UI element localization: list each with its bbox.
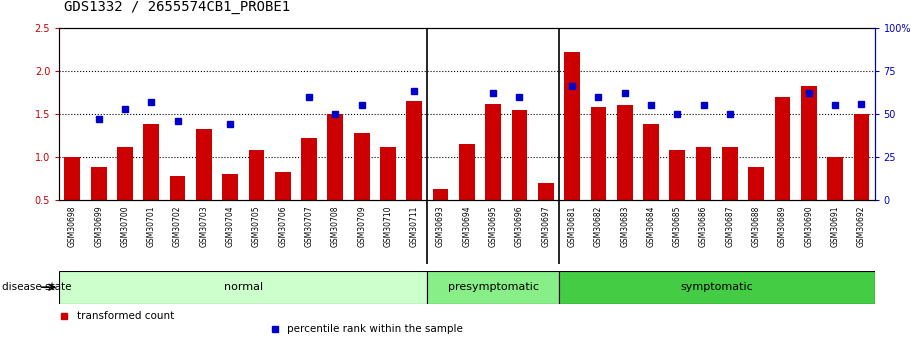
Text: percentile rank within the sample: percentile rank within the sample [287,324,463,334]
Bar [433,189,448,200]
Text: GSM30691: GSM30691 [831,205,840,247]
Text: GSM30698: GSM30698 [67,205,77,247]
Text: GSM30690: GSM30690 [804,205,814,247]
Text: GSM30704: GSM30704 [226,205,235,247]
Bar [559,271,875,304]
Bar [353,133,370,200]
Bar [774,97,791,200]
Text: GSM30686: GSM30686 [699,205,708,247]
Text: GSM30701: GSM30701 [147,205,156,247]
Bar [827,157,843,200]
Text: GSM30702: GSM30702 [173,205,182,247]
Text: GSM30685: GSM30685 [673,205,681,247]
Bar [59,271,427,304]
Bar [302,138,317,200]
Text: presymptomatic: presymptomatic [447,282,538,292]
Text: normal: normal [224,282,263,292]
Text: transformed count: transformed count [77,312,174,321]
Bar [748,167,764,200]
Bar [854,114,869,200]
Bar [459,144,475,200]
Bar [196,129,211,200]
Bar [696,147,711,200]
Bar [427,271,559,304]
Text: GSM30681: GSM30681 [568,205,577,247]
Text: GSM30696: GSM30696 [515,205,524,247]
Bar [222,174,238,200]
Text: GSM30707: GSM30707 [304,205,313,247]
Bar [91,167,107,200]
Text: GSM30708: GSM30708 [331,205,340,247]
Text: GSM30709: GSM30709 [357,205,366,247]
Text: GSM30689: GSM30689 [778,205,787,247]
Bar [486,104,501,200]
Bar [617,105,632,200]
Text: GSM30703: GSM30703 [200,205,209,247]
Text: GSM30700: GSM30700 [120,205,129,247]
Bar [590,107,607,200]
Text: GSM30711: GSM30711 [410,205,419,247]
Bar [143,124,159,200]
Bar [564,52,580,200]
Bar [65,157,80,200]
Text: GDS1332 / 2655574CB1_PROBE1: GDS1332 / 2655574CB1_PROBE1 [64,0,290,14]
Text: GSM30682: GSM30682 [594,205,603,247]
Bar [275,171,291,200]
Text: GSM30692: GSM30692 [857,205,866,247]
Bar [249,150,264,200]
Bar [327,114,343,200]
Text: GSM30705: GSM30705 [252,205,261,247]
Bar [801,86,816,200]
Text: symptomatic: symptomatic [681,282,753,292]
Bar [380,147,396,200]
Text: GSM30693: GSM30693 [436,205,445,247]
Bar [537,183,554,200]
Bar [643,124,659,200]
Text: GSM30697: GSM30697 [541,205,550,247]
Bar [118,147,133,200]
Bar [406,101,422,200]
Bar [512,110,527,200]
Text: GSM30710: GSM30710 [384,205,393,247]
Text: disease state: disease state [2,282,71,292]
Bar [670,150,685,200]
Text: GSM30699: GSM30699 [94,205,103,247]
Text: GSM30687: GSM30687 [725,205,734,247]
Text: GSM30706: GSM30706 [278,205,287,247]
Bar [169,176,186,200]
Text: GSM30688: GSM30688 [752,205,761,247]
Text: GSM30695: GSM30695 [488,205,497,247]
Text: GSM30684: GSM30684 [647,205,656,247]
Text: GSM30694: GSM30694 [463,205,471,247]
Bar [722,147,738,200]
Text: GSM30683: GSM30683 [620,205,630,247]
